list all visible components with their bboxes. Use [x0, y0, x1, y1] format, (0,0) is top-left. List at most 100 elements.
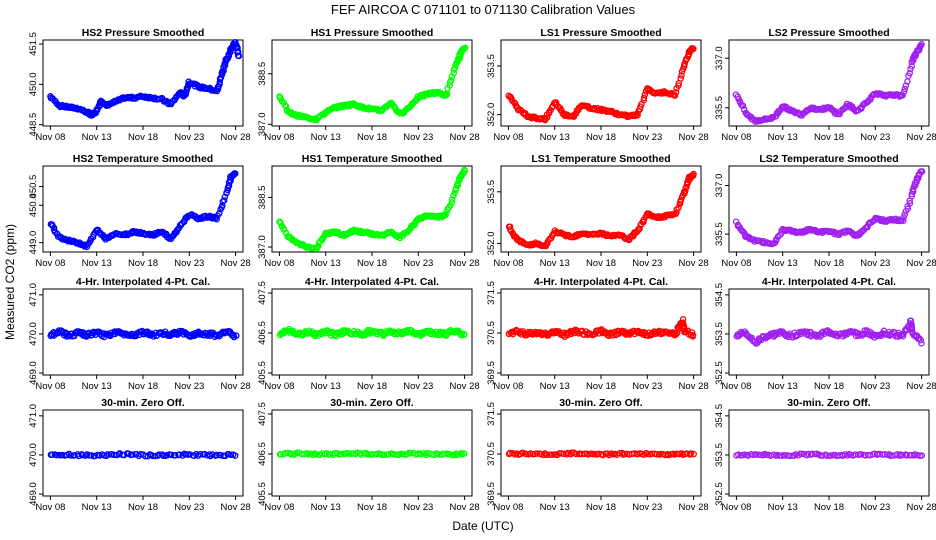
data-point	[741, 451, 748, 459]
data-point	[904, 205, 912, 213]
data-point	[129, 451, 136, 458]
data-point	[906, 200, 914, 207]
panel-grid: HS2 Pressure Smoothed Nov 08 Nov 13 Nov 18 N…	[28, 27, 936, 513]
x-tick-label: Nov 28	[221, 258, 251, 269]
x-tick-label: Nov 08	[264, 258, 294, 269]
x-tick-label: Nov 18	[586, 502, 616, 513]
data-point	[312, 451, 320, 458]
panel-title: 4-Hr. Interpolated 4-Pt. Cal.	[76, 276, 210, 288]
data-point	[436, 451, 443, 458]
x-tick-label: Nov 23	[632, 132, 662, 143]
panel-hs2-temperature: HS2 Temperature Smoothed Nov 08 Nov 13 Nov …	[28, 153, 251, 269]
data-point	[216, 210, 223, 217]
panel-ls1-pressure: LS1 Pressure Smoothed Nov 08 Nov 13 Nov 18 N…	[486, 27, 709, 143]
y-tick-label: 369.5	[486, 482, 497, 506]
plot-frame	[271, 165, 473, 253]
x-tick-label: Nov 23	[174, 502, 204, 513]
x-tick-label: Nov 18	[128, 502, 158, 513]
panel-hs1-pressure: HS1 Pressure Smoothed Nov 08 Nov 13 Nov 18 N…	[257, 27, 480, 143]
panel-ls2-zero: 30-min. Zero Off. Nov 08 Nov 13 Nov 18 Nov 2…	[714, 397, 936, 513]
y-tick-label: 405.5	[257, 482, 268, 506]
panel-ls1-zero: 30-min. Zero Off. Nov 08 Nov 13 Nov 18 Nov 2…	[486, 397, 709, 513]
data-point	[221, 197, 228, 204]
x-tick-label: Nov 28	[907, 258, 936, 269]
panel-hs1-temperature: HS1 Temperature Smoothed Nov 08 Nov 13 Nov …	[257, 153, 480, 269]
y-tick-label: 354.5	[714, 283, 725, 307]
data-point	[836, 110, 843, 118]
x-tick-label: Nov 13	[540, 258, 570, 269]
data-point	[690, 170, 697, 178]
x-tick-label: Nov 13	[768, 381, 798, 392]
data-point	[427, 90, 435, 97]
y-tick-label: 335.5	[714, 222, 725, 246]
x-tick-label: Nov 13	[768, 132, 798, 143]
data-point	[858, 451, 865, 458]
data-point	[608, 232, 616, 240]
x-tick-label: Nov 18	[357, 258, 387, 269]
panel-hs2-zero: 30-min. Zero Off. Nov 08 Nov 13 Nov 18 Nov 2…	[28, 397, 251, 513]
panel-hs1-interp: 4-Hr. Interpolated 4-Pt. Cal. Nov 08 Nov 1…	[257, 276, 480, 392]
data-point	[813, 333, 821, 340]
x-tick-label: Nov 28	[679, 132, 709, 143]
data-point	[690, 450, 697, 458]
x-tick-label: Nov 13	[540, 502, 570, 513]
data-point	[209, 451, 216, 458]
x-tick-label: Nov 13	[82, 381, 112, 392]
data-point	[234, 44, 241, 52]
x-tick-label: Nov 23	[860, 502, 890, 513]
y-tick-label: 449.0	[28, 231, 39, 255]
data-point	[591, 450, 599, 458]
x-tick-label: Nov 18	[586, 381, 616, 392]
x-tick-label: Nov 23	[403, 258, 433, 269]
x-tick-label: Nov 08	[35, 502, 65, 513]
x-tick-label: Nov 13	[311, 381, 341, 392]
data-point	[79, 451, 86, 459]
data-point	[678, 72, 685, 79]
data-point	[677, 197, 685, 204]
panel-ls1-interp: 4-Hr. Interpolated 4-Pt. Cal. Nov 08 Nov 1…	[486, 276, 709, 392]
y-tick-label: 388.5	[257, 62, 268, 86]
x-tick-label: Nov 08	[264, 381, 294, 392]
data-point	[680, 322, 688, 330]
data-point	[512, 233, 519, 240]
data-point	[537, 451, 545, 458]
data-point	[640, 218, 647, 226]
x-tick-label: Nov 08	[493, 258, 523, 269]
x-tick-label: Nov 23	[860, 381, 890, 392]
data-point	[908, 326, 916, 333]
data-point	[451, 451, 459, 459]
panel-title: 4-Hr. Interpolated 4-Pt. Cal.	[305, 276, 439, 288]
x-axis-label: Date (UTC)	[452, 519, 513, 533]
x-tick-label: Nov 13	[311, 132, 341, 143]
y-tick-label: 450.0	[28, 72, 39, 96]
y-tick-label: 369.5	[486, 361, 497, 385]
data-point	[460, 331, 468, 338]
x-tick-label: Nov 18	[586, 132, 616, 143]
data-point	[782, 452, 789, 459]
y-tick-label: 450.0	[28, 193, 39, 217]
figure-title: FEF AIRCOA C 071101 to 071130 Calibratio…	[331, 2, 636, 17]
y-tick-label: 353.5	[486, 54, 497, 78]
y-tick-label: 407.5	[257, 281, 268, 305]
data-point	[885, 451, 893, 458]
x-tick-label: Nov 13	[311, 258, 341, 269]
data-point	[360, 449, 368, 457]
x-tick-label: Nov 23	[174, 132, 204, 143]
data-point	[84, 330, 92, 338]
data-point	[900, 88, 908, 96]
panel-hs2-interp: 4-Hr. Interpolated 4-Pt. Cal. Nov 08 Nov 1…	[28, 276, 251, 392]
x-tick-label: Nov 18	[357, 502, 387, 513]
data-point	[819, 452, 826, 459]
panel-title: LS2 Temperature Smoothed	[759, 153, 898, 165]
data-point	[213, 451, 220, 459]
x-tick-label: Nov 18	[814, 502, 844, 513]
data-point	[900, 330, 907, 338]
y-tick-label: 387.0	[257, 235, 268, 259]
y-tick-label: 448.5	[28, 113, 39, 137]
data-point	[908, 63, 916, 70]
x-tick-label: Nov 28	[221, 502, 251, 513]
data-point	[677, 75, 684, 82]
x-tick-label: Nov 13	[768, 258, 798, 269]
data-point	[49, 451, 56, 458]
